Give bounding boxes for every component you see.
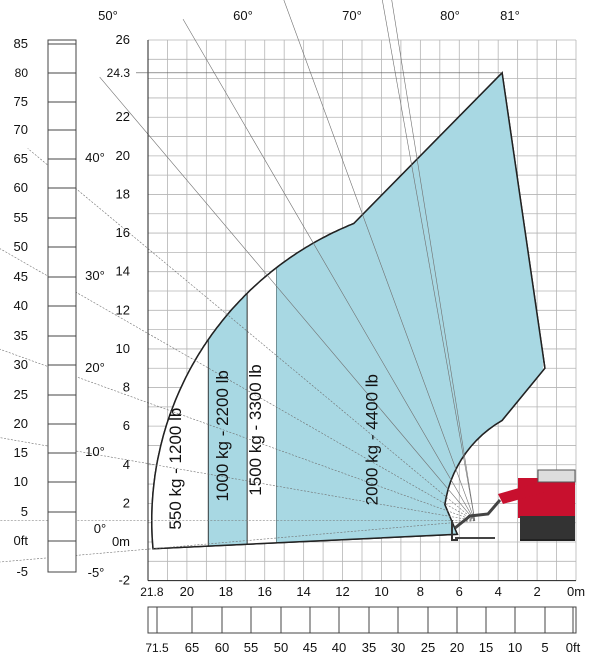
y-tick-label: 20 bbox=[116, 148, 130, 163]
ft-scale-bottom bbox=[147, 606, 577, 634]
ft-bottom-label: 65 bbox=[185, 640, 199, 655]
angle-ray bbox=[0, 348, 475, 522]
boom-angle-label: 80° bbox=[440, 8, 460, 23]
telehandler bbox=[451, 469, 576, 541]
ft-left-label: 85 bbox=[14, 36, 28, 51]
ft-left-label: 40 bbox=[14, 298, 28, 313]
y-tick-label: 8 bbox=[123, 380, 130, 395]
x-tick-label: 4 bbox=[495, 584, 502, 599]
angle-ray bbox=[391, 0, 476, 521]
ft-bottom-label: 60 bbox=[215, 640, 229, 655]
ft-bottom-label: 0ft bbox=[566, 640, 581, 655]
ft-bottom-label: 20 bbox=[450, 640, 464, 655]
y-tick-label: 24.3 bbox=[107, 66, 131, 80]
ft-left-label: 25 bbox=[14, 387, 28, 402]
x-tick-label: 10 bbox=[374, 584, 388, 599]
y-tick-label: 26 bbox=[116, 32, 130, 47]
ft-left-label: 0ft bbox=[14, 533, 29, 548]
ft-bottom-label: 40 bbox=[332, 640, 346, 655]
x-tick-label: 14 bbox=[296, 584, 310, 599]
ft-left-label: 20 bbox=[14, 416, 28, 431]
ft-left-label: 55 bbox=[14, 210, 28, 225]
boom-angle-label: 70° bbox=[342, 8, 362, 23]
ft-bottom-label: 25 bbox=[421, 640, 435, 655]
boom-angle-label: 20° bbox=[85, 360, 105, 375]
x-tick-label: 20 bbox=[180, 584, 194, 599]
x-tick-label: 12 bbox=[335, 584, 349, 599]
telehandler-body-icon bbox=[498, 469, 576, 541]
ft-bottom-label: 10 bbox=[508, 640, 522, 655]
x-tick-label: 21.8 bbox=[140, 585, 164, 599]
y-tick-label: 14 bbox=[116, 264, 130, 279]
axes bbox=[47, 39, 577, 634]
x-tick-label: 18 bbox=[219, 584, 233, 599]
ft-left-label: 10 bbox=[14, 474, 28, 489]
ft-bottom-label: 50 bbox=[274, 640, 288, 655]
boom-arm-icon bbox=[451, 499, 502, 541]
x-tick-label: 8 bbox=[417, 584, 424, 599]
boom-angle-lines bbox=[0, 0, 476, 563]
x-tick-label: 6 bbox=[456, 584, 463, 599]
y-tick-label: 18 bbox=[116, 186, 130, 201]
ft-left-label: -5 bbox=[16, 564, 28, 579]
zone-label-1: 1000 kg - 2200 lb bbox=[213, 370, 232, 501]
y-tick-label: 4 bbox=[123, 457, 130, 472]
ft-left-label: 15 bbox=[14, 445, 28, 460]
ft-left-label: 5 bbox=[21, 504, 28, 519]
ft-left-label: 80 bbox=[15, 66, 29, 80]
ft-left-label: 60 bbox=[14, 180, 28, 195]
boom-angle-label: 40° bbox=[85, 150, 105, 165]
angle-ray bbox=[0, 437, 475, 522]
boom-angle-label: 81° bbox=[500, 8, 520, 23]
x-tick-label: 0m bbox=[567, 584, 585, 599]
ft-bottom-label: 5 bbox=[541, 640, 548, 655]
ft-left-label: 75 bbox=[14, 94, 28, 109]
ft-bottom-label: 45 bbox=[303, 640, 317, 655]
zone-label-3: 2000 kg - 4400 lb bbox=[363, 374, 382, 505]
ft-left-label: 45 bbox=[14, 269, 28, 284]
ft-left-label: 65 bbox=[14, 151, 28, 166]
angle-ray bbox=[99, 76, 476, 521]
ft-bottom-label: 30 bbox=[391, 640, 405, 655]
boom-angle-label: 30° bbox=[85, 268, 105, 283]
boom-angle-label: 10° bbox=[85, 444, 105, 459]
ft-left-label: 35 bbox=[14, 328, 28, 343]
y-tick-label: 0m bbox=[112, 534, 130, 549]
y-tick-label: 10 bbox=[116, 341, 130, 356]
angle-ray bbox=[27, 148, 476, 521]
y-tick-label: 12 bbox=[116, 302, 130, 317]
ft-bottom-label: 35 bbox=[362, 640, 376, 655]
angle-ray bbox=[182, 18, 476, 521]
zone-label-0: 550 kg - 1200 lb bbox=[166, 408, 185, 530]
envelope-border bbox=[151, 71, 546, 550]
y-tick-label: 16 bbox=[116, 225, 130, 240]
ft-left-label: 30 bbox=[14, 357, 28, 372]
ft-bottom-label: 55 bbox=[244, 640, 258, 655]
x-tick-label: 2 bbox=[533, 584, 540, 599]
x-tick-label: 16 bbox=[257, 584, 271, 599]
y-tick-label: 6 bbox=[123, 418, 130, 433]
zone-label-2: 1500 kg - 3300 lb bbox=[246, 364, 265, 495]
boom-angle-label: 0° bbox=[94, 521, 106, 536]
angle-ray bbox=[283, 0, 476, 521]
angle-ray bbox=[382, 0, 476, 521]
ft-bottom-label: 15 bbox=[479, 640, 493, 655]
boom-angle-label: 50° bbox=[98, 8, 118, 23]
ft-left-label: 50 bbox=[14, 239, 28, 254]
chart-labels: 550 kg - 1200 lb 1000 kg - 2200 lb 1500 kg… bbox=[14, 8, 586, 655]
angle-ray bbox=[0, 248, 475, 522]
y-tick-label: 22 bbox=[116, 109, 130, 124]
ft-left-label: 70 bbox=[14, 122, 28, 137]
boom-angle-label: 60° bbox=[233, 8, 253, 23]
angle-ray bbox=[0, 520, 475, 563]
boom-angle-label: -5° bbox=[88, 565, 105, 580]
y-tick-label: 2 bbox=[123, 495, 130, 510]
ft-bottom-label: 71.5 bbox=[145, 641, 169, 655]
y-tick-label: -2 bbox=[118, 573, 130, 588]
